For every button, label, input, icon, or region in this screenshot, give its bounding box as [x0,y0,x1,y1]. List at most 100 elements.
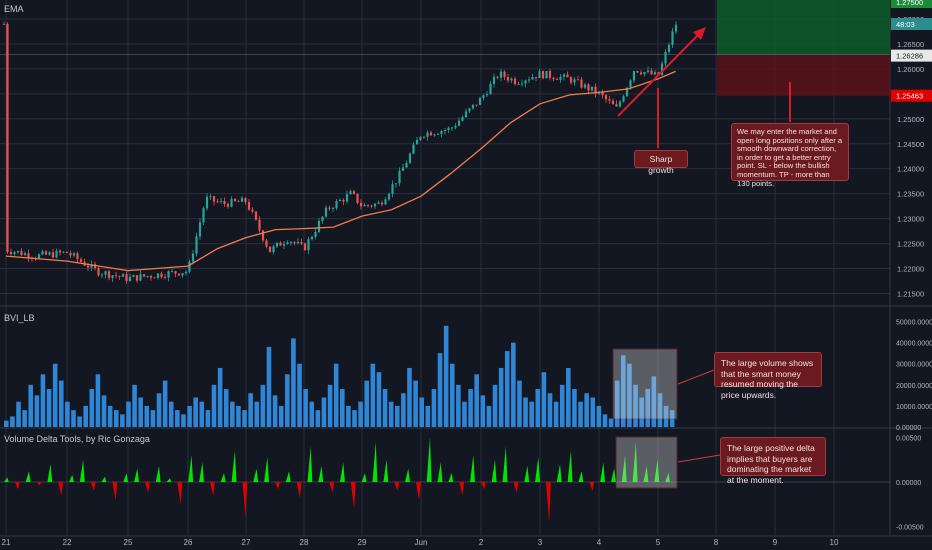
volume-bar [199,401,205,427]
volume-bar [352,410,357,427]
price-tick-label: 1.26500 [897,40,924,49]
delta-spike [394,482,400,491]
delta-spike [448,473,454,482]
candle-body [226,203,230,207]
delta-spike [567,450,573,482]
volume-bar [486,405,492,427]
volume-bar [211,384,217,427]
volume-bar [388,401,394,427]
take-profit-tag-bg [891,0,932,8]
volume-bar [669,410,675,427]
time-tick-label: 3 [538,538,543,547]
volume-bar [492,384,498,427]
candle-body [538,71,541,79]
candle-body [559,76,562,81]
delta-spike [383,459,389,482]
candle-body [510,78,513,81]
candle-body [489,83,492,95]
candle-body [184,271,188,274]
candle-body [296,241,300,243]
candle-body [650,70,653,75]
volume-bar [327,384,333,427]
volume-bar [144,405,150,427]
delta-spike [643,465,649,482]
candle-body [576,79,580,81]
volume-bar [10,416,15,427]
delta-highlight-box [615,436,678,489]
delta-spike [36,482,42,486]
candle-body [601,91,604,96]
price-tick-label: 1.23500 [897,190,924,199]
volume-bar [407,367,412,427]
candle-body [426,132,429,137]
volume-bar [462,401,467,427]
delta-spike [535,457,540,482]
candle-body [356,193,359,204]
grid [0,0,890,535]
volume-bar [101,395,107,427]
delta-tick-label: 0.00500 [896,435,921,442]
candle-body [639,72,643,75]
delta-spike [372,441,378,482]
take-profit-zone [717,0,890,55]
delta-label: Volume Delta Tools, by Ric Gonzaga [4,434,150,444]
candle-body [664,51,667,64]
candle-body [408,153,412,163]
candle-body [569,77,573,83]
volume-bar [456,384,461,427]
candle-body [142,274,146,277]
candle-body [506,77,510,81]
candle-body [562,74,566,77]
delta-spike [600,462,606,482]
candle-body [674,24,678,32]
delta-spike [242,482,248,518]
volume-bar [394,405,400,427]
volume-bar [364,380,370,427]
candle-body [212,196,216,202]
volume-bar [266,346,272,427]
volume-bar [28,384,34,427]
time-tick-label: 28 [300,538,309,547]
candle-body [174,271,177,274]
volume-bar [193,397,198,427]
volume-bar [437,353,443,427]
volume-bar [230,401,235,427]
candle-body [104,271,107,275]
candle-body [422,136,426,138]
volume-bar [639,397,644,427]
delta-spike [480,482,486,490]
time-tick-label: Jun [415,538,428,547]
candle-body [230,198,233,207]
volume-bar [419,397,424,427]
candle-body [303,243,307,251]
volume-bar [358,401,363,427]
delta-spike [58,482,64,496]
candle-body [272,246,275,253]
candle-body [349,191,352,195]
candle-body [387,193,391,200]
volume-note-connector [677,369,715,385]
stop-loss-zone [717,54,890,96]
volume-bar [584,393,589,427]
time-tick-label: 4 [597,538,602,547]
candle-body [9,251,13,255]
volume-bar [260,384,266,427]
candle-body [485,94,489,96]
candle-body [398,170,401,184]
candle-body [464,111,468,118]
candle-body [314,231,317,237]
candle-body [401,167,405,171]
delta-spike [329,482,335,493]
volume-bar [242,410,247,427]
candle-body [279,242,282,246]
candle-body [51,252,55,258]
volume-bar [425,405,431,427]
volume-bar [22,410,27,427]
candle-body [41,251,44,255]
candle-body [604,95,608,100]
candle-body [436,134,440,135]
delta-spike [296,482,302,499]
volume-bar [651,376,657,427]
candle-body [62,251,65,253]
